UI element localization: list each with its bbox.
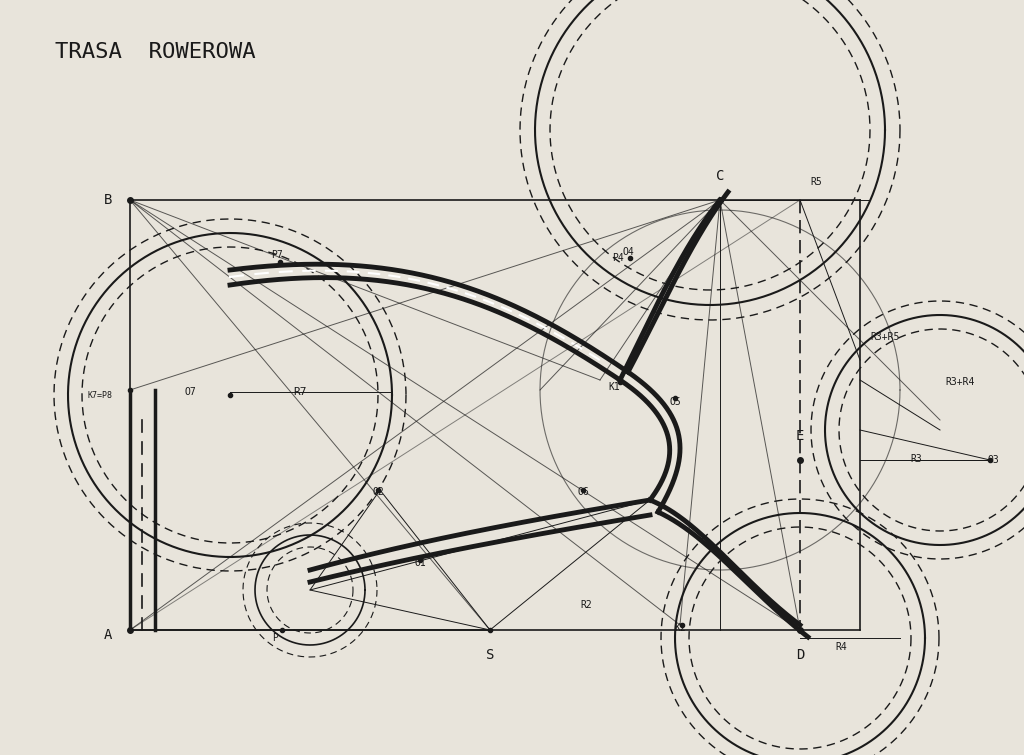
- Text: O6: O6: [578, 487, 589, 497]
- Text: E: E: [796, 429, 804, 443]
- Text: R2: R2: [580, 600, 592, 610]
- Text: P: P: [272, 633, 278, 643]
- Text: R3: R3: [910, 454, 922, 464]
- Text: R3+R4: R3+R4: [945, 377, 975, 387]
- Text: P7: P7: [271, 250, 283, 260]
- Text: R5: R5: [810, 177, 821, 187]
- Text: B: B: [103, 193, 112, 207]
- Text: C: C: [716, 169, 724, 183]
- Text: S: S: [485, 648, 495, 662]
- Text: O5: O5: [669, 397, 681, 407]
- Text: O1: O1: [414, 558, 426, 568]
- Text: R4: R4: [835, 642, 847, 652]
- Text: O4: O4: [623, 247, 634, 257]
- Text: R3+R5: R3+R5: [870, 332, 899, 342]
- Text: R7: R7: [293, 387, 307, 397]
- Text: P4: P4: [612, 253, 624, 263]
- Text: K7=P8: K7=P8: [87, 390, 113, 399]
- Text: TRASA  ROWEROWA: TRASA ROWEROWA: [55, 42, 256, 62]
- Text: A: A: [103, 628, 112, 642]
- Text: D: D: [796, 648, 804, 662]
- Text: O2: O2: [372, 487, 384, 497]
- Text: O3: O3: [987, 455, 998, 465]
- Text: K2: K2: [674, 623, 686, 633]
- Text: O7: O7: [184, 387, 196, 397]
- Text: K1: K1: [608, 382, 620, 392]
